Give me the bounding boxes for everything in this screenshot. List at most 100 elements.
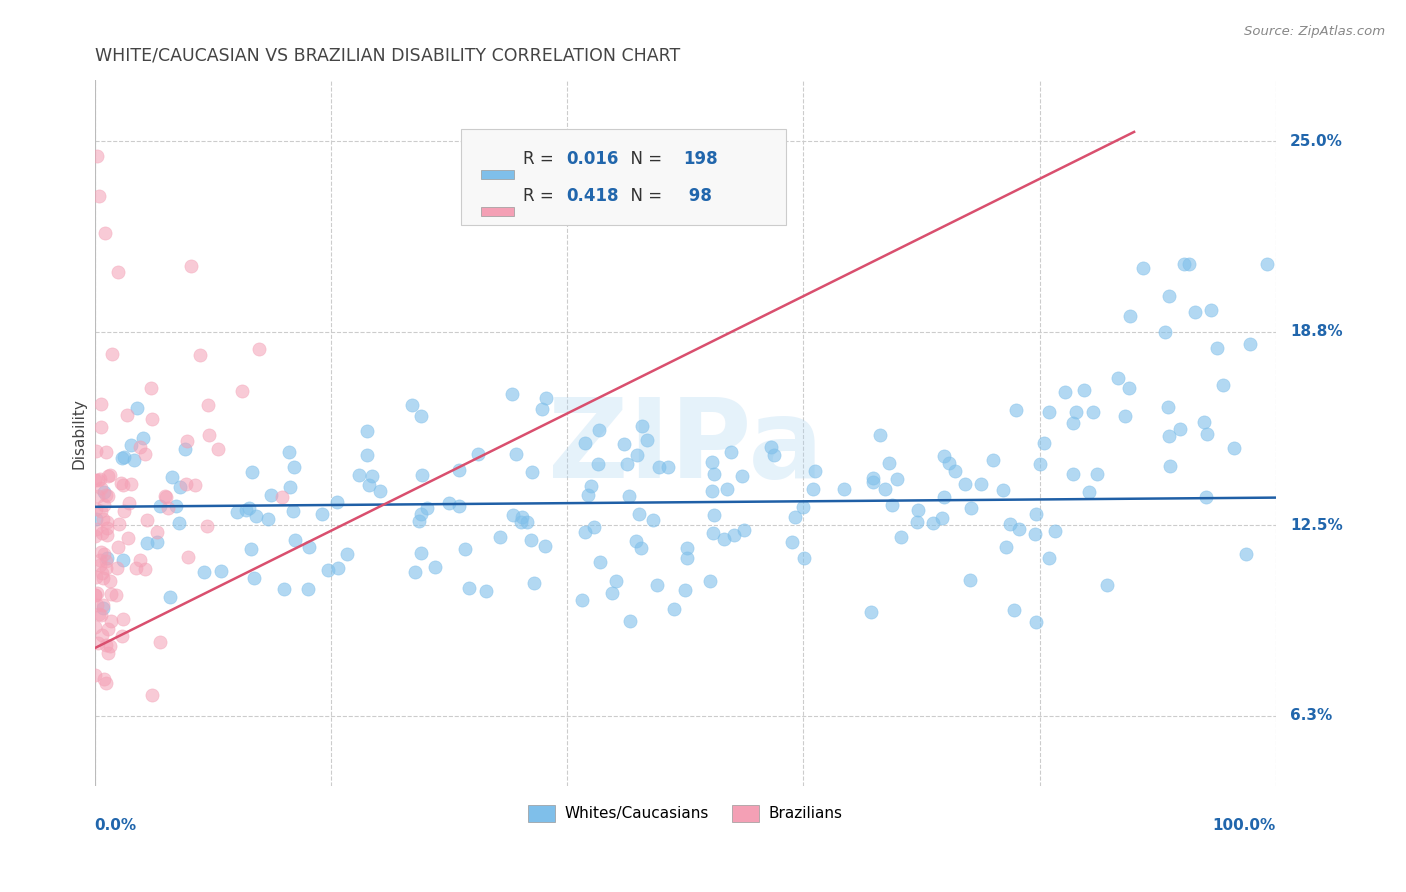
Point xyxy=(574,524,596,539)
Point xyxy=(90,57,112,71)
Point xyxy=(112,477,135,491)
Point xyxy=(107,540,129,554)
Point xyxy=(84,589,107,603)
Point xyxy=(467,447,489,461)
Point xyxy=(207,442,229,456)
Point xyxy=(356,425,378,439)
Point xyxy=(96,553,118,567)
Point xyxy=(149,499,172,513)
Point xyxy=(93,547,115,561)
Point xyxy=(505,447,527,461)
Point xyxy=(699,574,721,589)
Point xyxy=(533,539,555,553)
Point xyxy=(83,667,105,681)
Point xyxy=(90,628,112,642)
Point xyxy=(271,490,294,504)
Point xyxy=(1064,405,1087,419)
Point xyxy=(98,468,121,483)
Point xyxy=(83,529,105,543)
Point xyxy=(86,149,108,163)
Point xyxy=(1081,405,1104,419)
Point xyxy=(1118,381,1140,395)
Point xyxy=(579,479,602,493)
Point xyxy=(94,638,117,652)
Point xyxy=(1178,257,1201,271)
Point xyxy=(298,540,321,554)
Point xyxy=(91,512,114,526)
Point xyxy=(803,464,825,478)
Point xyxy=(1195,490,1218,504)
Point xyxy=(890,530,912,544)
Point xyxy=(125,401,148,415)
Point xyxy=(1236,547,1258,561)
Point xyxy=(1114,409,1136,423)
Point xyxy=(247,342,270,356)
Point xyxy=(1002,603,1025,617)
Point xyxy=(723,528,745,542)
Point xyxy=(159,591,181,605)
Point xyxy=(94,560,117,574)
Point xyxy=(120,477,142,491)
Point xyxy=(90,544,112,558)
Point xyxy=(86,598,108,612)
Point xyxy=(502,508,524,523)
Point xyxy=(111,629,134,643)
Text: 0.016: 0.016 xyxy=(565,150,619,169)
Point xyxy=(943,464,966,478)
Point xyxy=(1062,467,1084,482)
Point xyxy=(141,412,163,426)
Point xyxy=(94,488,117,502)
Point xyxy=(733,523,755,537)
Point xyxy=(111,612,134,626)
Point xyxy=(84,570,107,584)
Point xyxy=(100,614,122,628)
Point xyxy=(135,513,157,527)
Point xyxy=(619,614,641,628)
Text: N =: N = xyxy=(620,187,668,205)
Point xyxy=(100,346,122,360)
Point xyxy=(960,501,983,516)
Point xyxy=(235,503,257,517)
Point xyxy=(97,646,120,660)
Point xyxy=(801,482,824,496)
Point xyxy=(626,448,648,462)
Point xyxy=(702,455,724,469)
Point xyxy=(134,447,156,461)
Point xyxy=(91,600,114,615)
Point xyxy=(361,468,384,483)
Point xyxy=(1119,310,1142,324)
Point xyxy=(96,520,118,534)
Point xyxy=(991,483,1014,497)
Point xyxy=(613,437,636,451)
Text: Source: ZipAtlas.com: Source: ZipAtlas.com xyxy=(1244,25,1385,38)
Point xyxy=(1095,578,1118,592)
Point xyxy=(91,566,114,581)
Point xyxy=(475,583,498,598)
Point xyxy=(283,503,305,517)
Point xyxy=(1132,261,1154,276)
Point xyxy=(278,480,301,494)
Point xyxy=(209,565,232,579)
Point xyxy=(87,189,110,203)
Point xyxy=(176,477,198,491)
Point xyxy=(1007,522,1029,536)
Point xyxy=(94,445,117,459)
Point xyxy=(110,475,132,490)
Point xyxy=(516,515,538,529)
Point xyxy=(131,431,153,445)
Point xyxy=(105,561,128,575)
Point xyxy=(588,457,610,471)
Point xyxy=(589,555,612,569)
Point xyxy=(959,573,981,587)
Point xyxy=(1256,257,1278,271)
Point xyxy=(1197,427,1219,442)
Point xyxy=(1053,384,1076,399)
Point xyxy=(1038,405,1060,419)
Point xyxy=(636,433,658,447)
Text: WHITE/CAUCASIAN VS BRAZILIAN DISABILITY CORRELATION CHART: WHITE/CAUCASIAN VS BRAZILIAN DISABILITY … xyxy=(94,46,681,64)
Point xyxy=(793,551,815,566)
FancyBboxPatch shape xyxy=(461,129,786,225)
Point xyxy=(1085,467,1108,481)
Point xyxy=(245,509,267,524)
Point xyxy=(257,512,280,526)
